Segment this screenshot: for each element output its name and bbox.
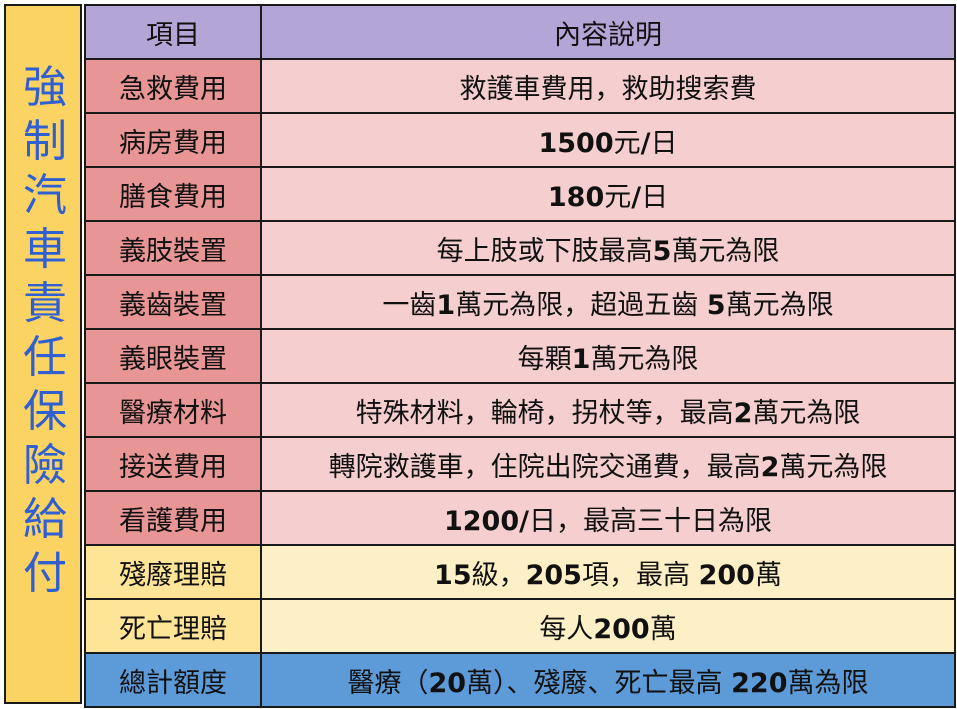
table-row: 醫療材料 特殊材料，輪椅，拐杖等，最高2萬元為限 <box>84 382 956 438</box>
benefit-table: 項目 內容說明 急救費用 救護車費用，救助搜索費 病房費用 1500元/日 膳食費用 18… <box>84 4 956 708</box>
side-title-char: 付 <box>23 548 67 599</box>
row-description: 每人200萬 <box>260 598 956 654</box>
table-row: 病房費用 1500元/日 <box>84 112 956 168</box>
row-item: 義肢裝置 <box>84 220 262 276</box>
row-item: 看護費用 <box>84 490 262 546</box>
side-title-panel: 強 制 汽 車 責 任 保 險 給 付 <box>4 4 82 704</box>
side-title-char: 汽 <box>23 170 67 221</box>
table-body: 急救費用 救護車費用，救助搜索費 病房費用 1500元/日 膳食費用 180元/日 義肢裝置… <box>84 58 956 708</box>
side-title-char: 險 <box>23 440 67 491</box>
row-item: 接送費用 <box>84 436 262 492</box>
table-row: 接送費用 轉院救護車，住院出院交通費，最高2萬元為限 <box>84 436 956 492</box>
table-row: 死亡理賠 每人200萬 <box>84 598 956 654</box>
row-item: 總計額度 <box>84 652 262 708</box>
row-description: 特殊材料，輪椅，拐杖等，最高2萬元為限 <box>260 382 956 438</box>
table-row: 膳食費用 180元/日 <box>84 166 956 222</box>
table-row: 義眼裝置 每顆1萬元為限 <box>84 328 956 384</box>
row-description: 救護車費用，救助搜索費 <box>260 58 956 114</box>
row-item: 急救費用 <box>84 58 262 114</box>
row-item: 義眼裝置 <box>84 328 262 384</box>
side-title-char: 責 <box>23 278 67 329</box>
row-description: 1200/日，最高三十日為限 <box>260 490 956 546</box>
row-description: 每顆1萬元為限 <box>260 328 956 384</box>
row-item: 義齒裝置 <box>84 274 262 330</box>
row-description: 15級，205項，最高 200萬 <box>260 544 956 600</box>
table-row: 看護費用 1200/日，最高三十日為限 <box>84 490 956 546</box>
row-description: 一齒1萬元為限，超過五齒 5萬元為限 <box>260 274 956 330</box>
header-description: 內容說明 <box>260 4 956 60</box>
row-description: 180元/日 <box>260 166 956 222</box>
row-item: 膳食費用 <box>84 166 262 222</box>
side-title-char: 給 <box>23 494 67 545</box>
row-description: 轉院救護車，住院出院交通費，最高2萬元為限 <box>260 436 956 492</box>
header-item: 項目 <box>84 4 262 60</box>
row-description: 1500元/日 <box>260 112 956 168</box>
side-title-char: 保 <box>23 386 67 437</box>
row-item: 病房費用 <box>84 112 262 168</box>
side-title-char: 任 <box>23 332 67 383</box>
side-title-char: 車 <box>23 224 67 275</box>
table-row: 殘廢理賠 15級，205項，最高 200萬 <box>84 544 956 600</box>
row-description: 醫療（20萬）、殘廢、死亡最高 220萬為限 <box>260 652 956 708</box>
side-title-char: 強 <box>23 62 67 113</box>
row-item: 醫療材料 <box>84 382 262 438</box>
table-row: 總計額度 醫療（20萬）、殘廢、死亡最高 220萬為限 <box>84 652 956 708</box>
table-row: 急救費用 救護車費用，救助搜索費 <box>84 58 956 114</box>
side-title-char: 制 <box>23 116 67 167</box>
row-item: 死亡理賠 <box>84 598 262 654</box>
table-header-row: 項目 內容說明 <box>84 4 956 60</box>
side-title: 強 制 汽 車 責 任 保 險 給 付 <box>6 61 84 601</box>
table-row: 義肢裝置 每上肢或下肢最高5萬元為限 <box>84 220 956 276</box>
table-row: 義齒裝置 一齒1萬元為限，超過五齒 5萬元為限 <box>84 274 956 330</box>
row-item: 殘廢理賠 <box>84 544 262 600</box>
row-description: 每上肢或下肢最高5萬元為限 <box>260 220 956 276</box>
